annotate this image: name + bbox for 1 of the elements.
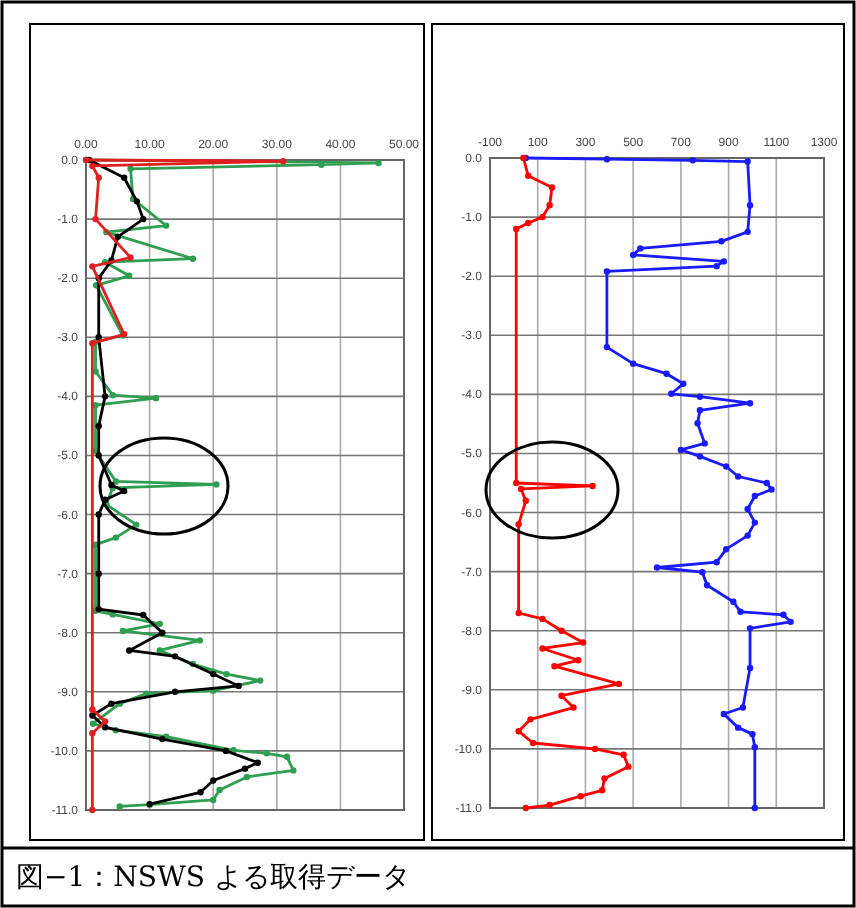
text: 図−1：NSWS よる取得データ: [16, 862, 410, 894]
